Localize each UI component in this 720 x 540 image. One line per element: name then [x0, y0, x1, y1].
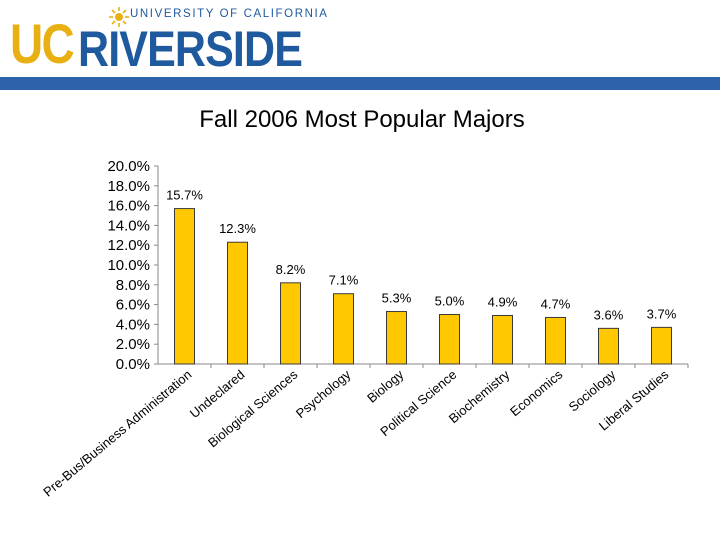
- header-accent-bar: [0, 77, 720, 90]
- data-label: 5.3%: [382, 291, 412, 306]
- data-label: 7.1%: [329, 273, 359, 288]
- data-label: 3.7%: [647, 306, 677, 321]
- bar: [174, 208, 195, 365]
- chart-title: Fall 2006 Most Popular Majors: [199, 106, 525, 133]
- y-tick-label: 4.0%: [116, 316, 150, 333]
- y-tick-label: 20.0%: [107, 158, 150, 175]
- data-label: 4.9%: [488, 294, 518, 309]
- logo-university-text: UNIVERSITY OF CALIFORNIA: [130, 8, 329, 20]
- y-tick-label: 2.0%: [116, 336, 150, 353]
- y-tick-label: 8.0%: [116, 277, 150, 294]
- x-category-label: Psychology: [293, 366, 354, 421]
- bar: [651, 326, 672, 365]
- bar: [333, 293, 354, 365]
- bar: [492, 314, 513, 365]
- logo-riverside: RIVERSIDE: [78, 21, 303, 77]
- y-tick-label: 14.0%: [107, 217, 150, 234]
- bar: [386, 311, 407, 365]
- logo-uc: UC: [10, 12, 75, 75]
- bar: [545, 316, 566, 365]
- x-category-label: Biological Sciences: [205, 366, 301, 450]
- data-label: 12.3%: [219, 221, 256, 236]
- data-label: 4.7%: [541, 296, 571, 311]
- data-label: 5.0%: [435, 294, 465, 309]
- data-label: 3.6%: [594, 307, 624, 322]
- bar: [439, 314, 460, 365]
- y-tick-label: 16.0%: [107, 198, 150, 215]
- bar: [280, 282, 301, 365]
- y-tick-label: 6.0%: [116, 297, 150, 314]
- bar: [227, 241, 248, 365]
- y-tick-label: 18.0%: [107, 178, 150, 195]
- data-label: 15.7%: [166, 188, 203, 203]
- ucr-logo[interactable]: UC UNIVERSITY OF CALIFORNIA RIVERSIDE: [10, 6, 327, 77]
- x-category-label: Pre-Bus/Business Administration: [40, 367, 194, 500]
- bar: [598, 327, 619, 365]
- x-category-label: Economics: [507, 366, 566, 419]
- y-tick-label: 0.0%: [116, 356, 150, 373]
- y-tick-label: 10.0%: [107, 257, 150, 274]
- header: UC UNIVERSITY OF CALIFORNIA RIVERSIDE: [0, 0, 720, 90]
- y-tick-label: 12.0%: [107, 237, 150, 254]
- sun-seal-icon: [109, 7, 129, 27]
- x-category-label: Sociology: [566, 366, 619, 414]
- x-category-label: Biology: [364, 366, 407, 405]
- data-label: 8.2%: [276, 262, 306, 277]
